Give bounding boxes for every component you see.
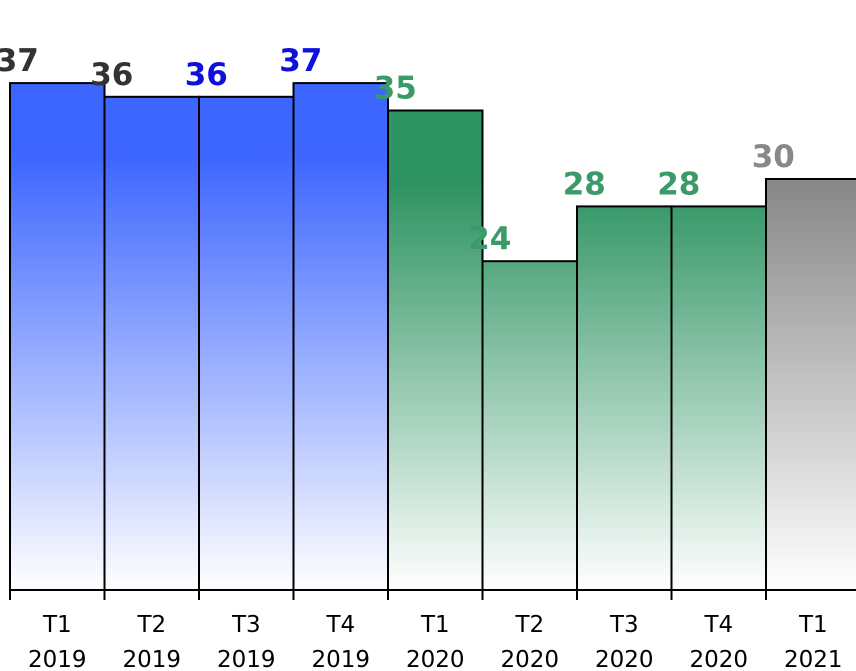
x-tick-label: T4 2019 — [312, 612, 371, 671]
x-tick-label: T3 2019 — [217, 612, 276, 671]
bar — [198, 95, 295, 592]
value-label: 30 — [752, 139, 795, 175]
x-tick-label: T3 2020 — [595, 612, 654, 671]
bar — [9, 82, 106, 591]
value-label: 36 — [185, 57, 228, 93]
bar — [387, 109, 484, 591]
bars-group — [9, 82, 856, 592]
value-labels-group: 37 36 36 37 35 24 28 28 30 — [0, 43, 795, 257]
bar — [765, 178, 856, 591]
value-label: 24 — [468, 221, 511, 257]
value-label: 37 — [0, 43, 39, 79]
bar — [481, 260, 578, 591]
x-ticks-group: T1 2019 T2 2019 T3 2019 T4 2019 T1 2020 T2 2020 T3 20… — [9, 590, 843, 671]
value-label: 28 — [563, 166, 606, 202]
x-tick-label: T4 2020 — [690, 612, 749, 671]
value-label: 28 — [657, 166, 700, 202]
value-label: 36 — [90, 57, 133, 93]
bar — [576, 205, 673, 591]
x-tick-label: T1 2020 — [406, 612, 465, 671]
bar — [103, 95, 200, 592]
x-tick-label: T1 2021 — [784, 612, 843, 671]
x-tick-label: T1 2019 — [28, 612, 87, 671]
x-tick-label: T2 2020 — [501, 612, 560, 671]
x-tick-label: T2 2019 — [123, 612, 182, 671]
bar — [292, 82, 389, 591]
value-label: 35 — [374, 71, 417, 107]
value-label: 37 — [279, 43, 322, 79]
bar — [670, 205, 767, 591]
